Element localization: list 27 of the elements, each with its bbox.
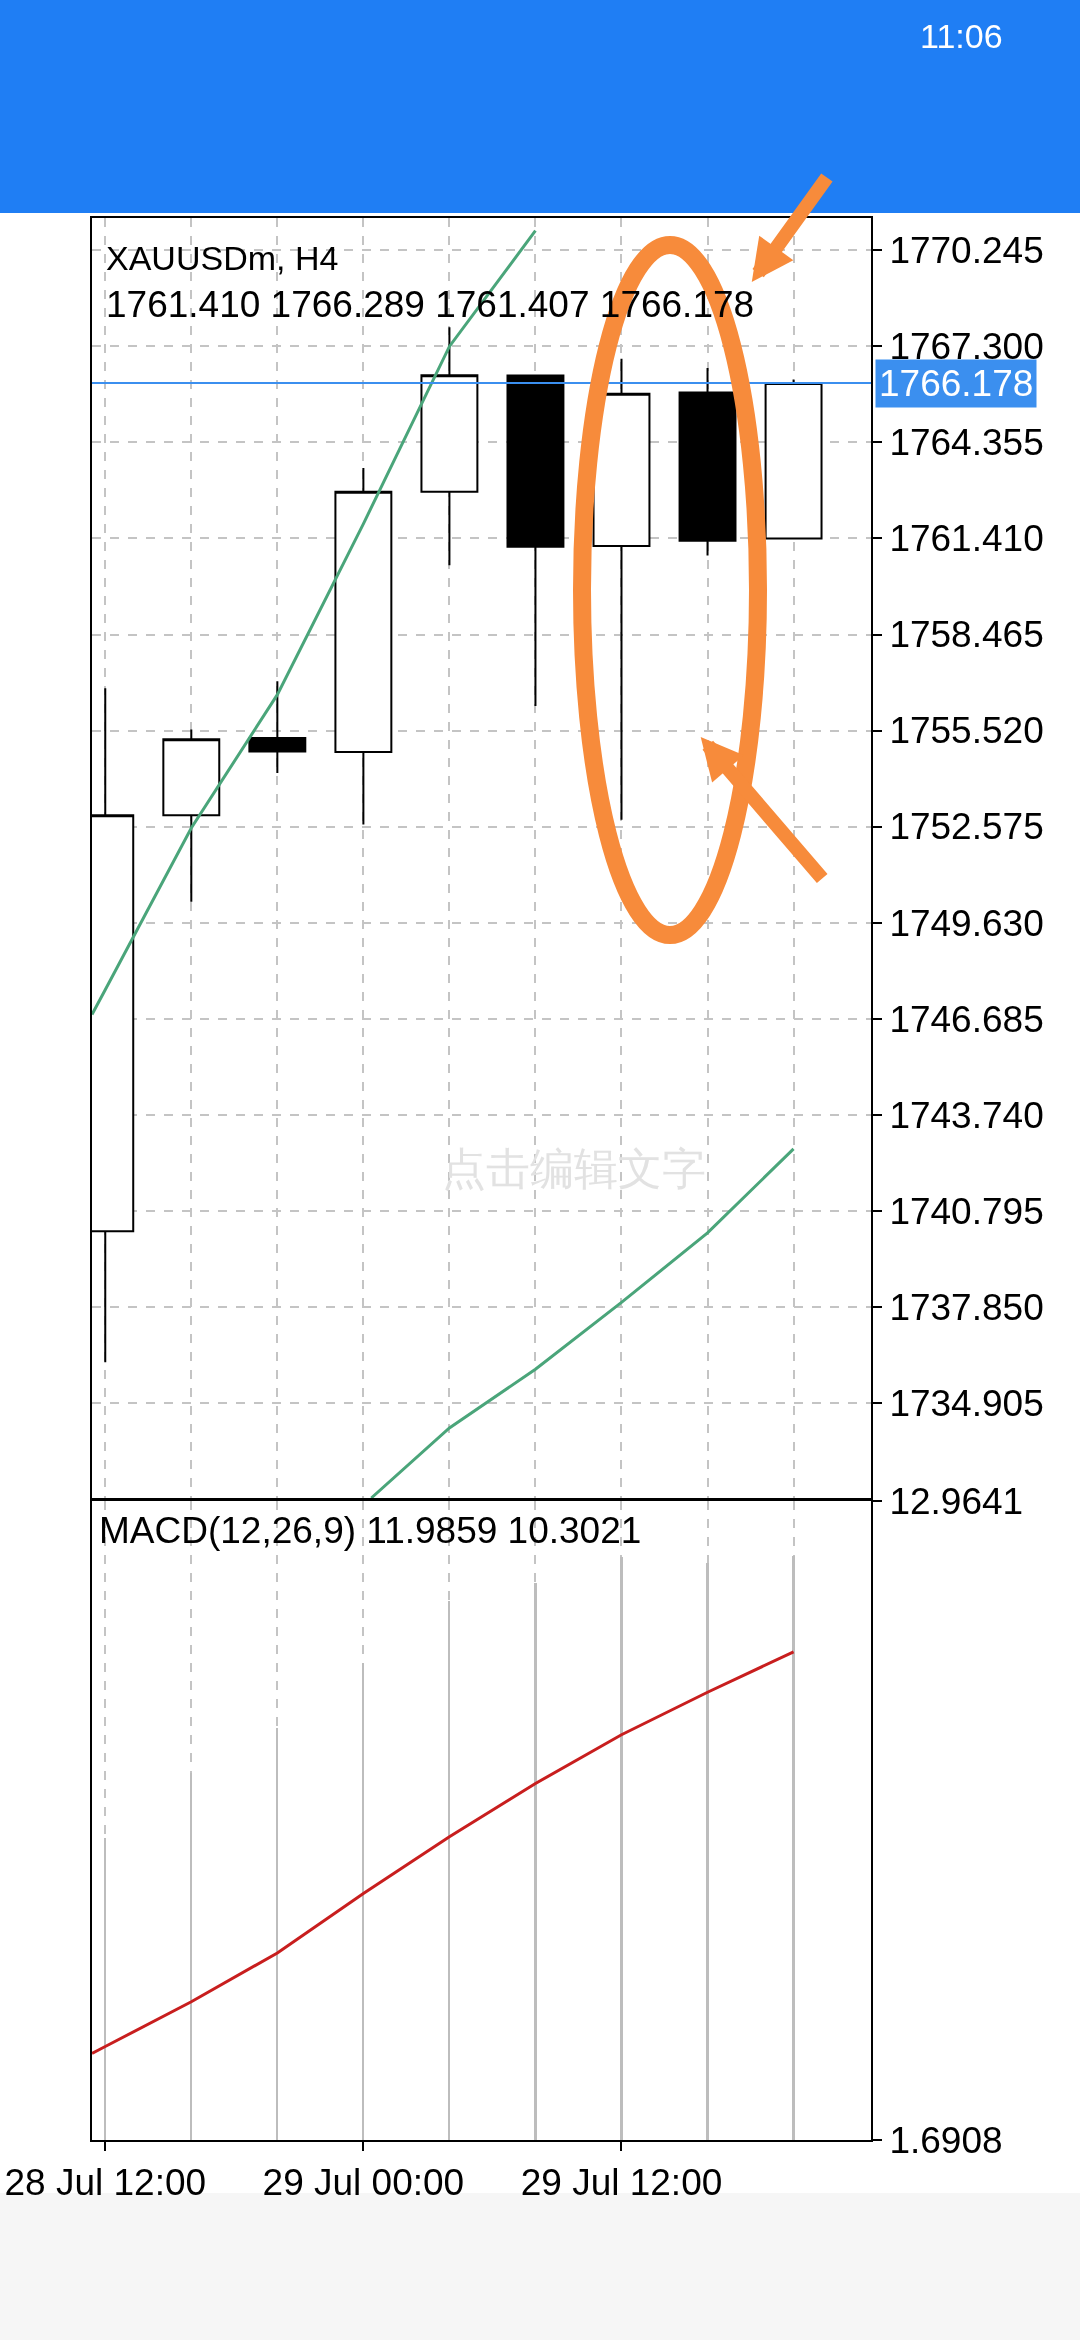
x-tick-label: 29 Jul 00:00: [262, 2162, 465, 2204]
chart-title: MACD(12,26,9) 11.9859 10.3021: [99, 1510, 642, 1551]
candlestick: [764, 378, 823, 540]
y-tick-label: 1770.245: [889, 230, 1044, 272]
y-tick-label: 1764.355: [889, 422, 1044, 464]
candlestick: [678, 366, 737, 557]
candlestick: [248, 680, 307, 774]
y-tick-label: 1746.685: [889, 998, 1044, 1040]
candlestick: [162, 728, 221, 903]
candlestick: [334, 467, 393, 826]
x-tick-label: 28 Jul 12:00: [4, 2162, 207, 2204]
y-tick-label: 12.9641: [889, 1480, 1024, 1522]
text: 11:06: [920, 17, 1003, 55]
y-tick-label: 1761.410: [889, 518, 1044, 560]
y-tick-label: 1755.520: [889, 710, 1044, 752]
y-tick-label: 1752.575: [889, 806, 1044, 848]
y-tick-label: 1737.850: [889, 1286, 1044, 1328]
candlestick: [420, 326, 479, 567]
candlestick: [506, 374, 565, 708]
y-tick-label: 1.6908: [889, 2119, 1003, 2161]
y-tick-label: 1743.740: [889, 1094, 1044, 1136]
y-tick-label: 1758.465: [889, 614, 1044, 656]
y-tick-label: 1734.905: [889, 1382, 1044, 1424]
y-tick-label: 1740.795: [889, 1190, 1044, 1232]
y-tick-label: 1749.630: [889, 902, 1044, 944]
x-tick-label: 29 Jul 12:00: [520, 2162, 723, 2204]
text: XAUUSDm, H4: [106, 239, 339, 277]
